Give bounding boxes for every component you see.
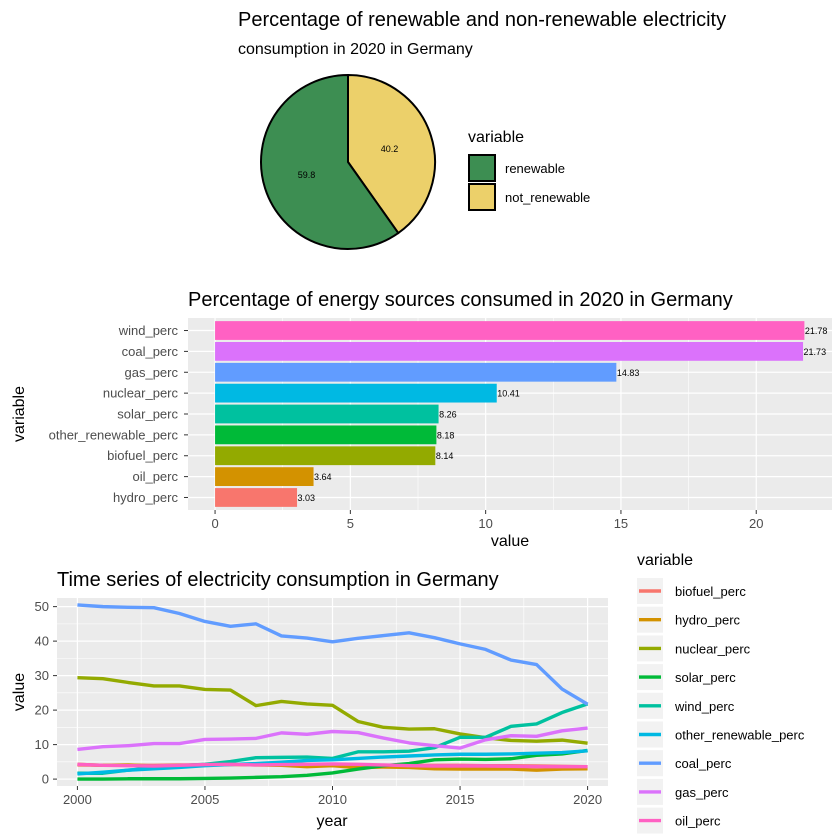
bar-y-tick-label-oil-perc: oil_perc: [132, 469, 178, 484]
bar-x-axis-label: value: [491, 533, 529, 550]
bar-y-tick-label-other-renewable-perc: other_renewable_perc: [49, 427, 179, 442]
line-series-oil-perc: [77, 762, 588, 769]
line-legend-label-other-renewable-perc: other_renewable_perc: [675, 728, 805, 743]
pie-slice-not-renewable: [347, 73, 436, 235]
line-legend-label-solar-perc: solar_perc: [675, 670, 736, 685]
bar-x-tick-label: 10: [478, 516, 492, 531]
bar-y-tick-label-nuclear-perc: nuclear_perc: [103, 386, 179, 401]
line-legend-label-hydro-perc: hydro_perc: [675, 613, 741, 628]
bar-y-tick-label-biofuel-perc: biofuel_perc: [107, 448, 178, 463]
line-title: Time series of electricity consumption i…: [57, 569, 499, 591]
pie-legend-title: variable: [468, 129, 524, 146]
bar-other-renewable-perc: [215, 425, 437, 445]
line-series: [77, 603, 589, 781]
bar-marks: 21.78 21.73 14.83 10.41 8.26 8.18 8.14 3.64 3.03: [215, 321, 827, 507]
pie-legend: variable renewable not_renewable: [468, 129, 590, 211]
line-series-other-renewable-perc: [77, 749, 588, 776]
bar-gas-perc: [215, 362, 617, 382]
pie-slices: 40.2 59.8: [260, 73, 436, 250]
bar-hydro-perc: [215, 488, 298, 507]
pie-title: Percentage of renewable and non-renewabl…: [238, 9, 726, 31]
line-axes: 2000 2005 2010 2015 2020 0 10 20 30 40 50: [35, 599, 603, 807]
bar-value-label-nuclear-perc: 10.41: [497, 389, 520, 399]
bar-axes: wind_perc coal_perc gas_perc nuclear_percso…: [49, 323, 764, 531]
line-y-tick-label: 0: [42, 772, 49, 787]
line-y-tick-label: 40: [35, 634, 49, 649]
line-series-gas-perc: [77, 726, 588, 752]
pie-label-not-renewable: 40.2: [381, 144, 399, 154]
bar-value-label-solar-perc: 8.26: [439, 410, 457, 420]
bar-y-tick-label-solar-perc: solar_perc: [117, 407, 178, 422]
pie-legend-label-not-renewable: not_renewable: [505, 190, 590, 205]
line-y-tick-label: 50: [35, 599, 49, 614]
bar-y-tick-label-gas-perc: gas_perc: [125, 365, 179, 380]
line-legend-label-nuclear-perc: nuclear_perc: [675, 641, 751, 656]
bar-value-label-oil-perc: 3.64: [314, 472, 332, 482]
line-legend-label-oil-perc: oil_perc: [675, 814, 721, 829]
line-series-nuclear-perc: [77, 675, 588, 745]
bar-y-tick-label-wind-perc: wind_perc: [118, 323, 179, 338]
line-legend-label-gas-perc: gas_perc: [675, 785, 729, 800]
line-legend-label-wind-perc: wind_perc: [674, 699, 735, 714]
bar-oil-perc: [215, 467, 314, 486]
bar-value-label-coal-perc: 21.73: [804, 347, 827, 357]
line-x-tick-label: 2010: [318, 792, 347, 807]
bar-wind-perc: [215, 321, 805, 340]
bar-x-tick-label: 5: [347, 516, 354, 531]
line-legend-title: variable: [637, 552, 693, 569]
pie-legend-key-not-renewable: [468, 183, 496, 211]
line-x-axis-label: year: [316, 813, 348, 830]
line-y-tick-label: 30: [35, 668, 49, 683]
line-y-tick-label: 10: [35, 737, 49, 752]
bar-value-label-wind-perc: 21.78: [805, 326, 828, 336]
line-y-tick-label: 20: [35, 703, 49, 718]
pie-legend-key-renewable: [468, 154, 496, 182]
bar-x-tick-label: 0: [211, 516, 218, 531]
pie-slice-renewable: [260, 73, 400, 250]
line-x-tick-label: 2000: [63, 792, 92, 807]
bar-value-label-hydro-perc: 3.03: [298, 493, 316, 503]
bar-value-label-biofuel-perc: 8.14: [436, 451, 454, 461]
bar-x-tick-label: 20: [749, 516, 763, 531]
line-legend-label-coal-perc: coal_perc: [675, 756, 732, 771]
bar-y-tick-label-coal-perc: coal_perc: [122, 344, 179, 359]
line-x-tick-label: 2020: [573, 792, 602, 807]
bar-value-label-other-renewable-perc: 8.18: [437, 430, 455, 440]
bar-y-tick-label-hydro-perc: hydro_perc: [113, 490, 179, 505]
bar-y-axis-label: variable: [11, 386, 28, 442]
bar-nuclear-perc: [215, 383, 497, 403]
bar-biofuel-perc: [215, 446, 436, 466]
line-chart: Time series of electricity consumption i…: [11, 552, 805, 834]
line-x-tick-label: 2005: [190, 792, 219, 807]
bar-solar-perc: [215, 404, 439, 424]
line-legend-label-biofuel-perc: biofuel_perc: [675, 584, 746, 599]
pie-label-renewable: 59.8: [298, 170, 316, 180]
bar-x-tick-label: 15: [614, 516, 628, 531]
pie-legend-label-renewable: renewable: [505, 161, 565, 176]
bar-value-label-gas-perc: 14.83: [617, 368, 640, 378]
pie-subtitle: consumption in 2020 in Germany: [238, 41, 473, 58]
line-x-tick-label: 2015: [446, 792, 475, 807]
line-y-axis-label: value: [11, 673, 28, 711]
line-series-solar-perc: [77, 748, 588, 781]
bar-coal-perc: [215, 342, 804, 361]
line-series-coal-perc: [77, 603, 589, 706]
bar-chart: Percentage of energy sources consumed in…: [11, 289, 832, 550]
line-legend: variable biofuel_perc hydro_perc nuclear_p…: [637, 552, 805, 834]
bar-title: Percentage of energy sources consumed in…: [188, 289, 733, 311]
pie-chart: Percentage of renewable and non-renewabl…: [238, 9, 726, 250]
